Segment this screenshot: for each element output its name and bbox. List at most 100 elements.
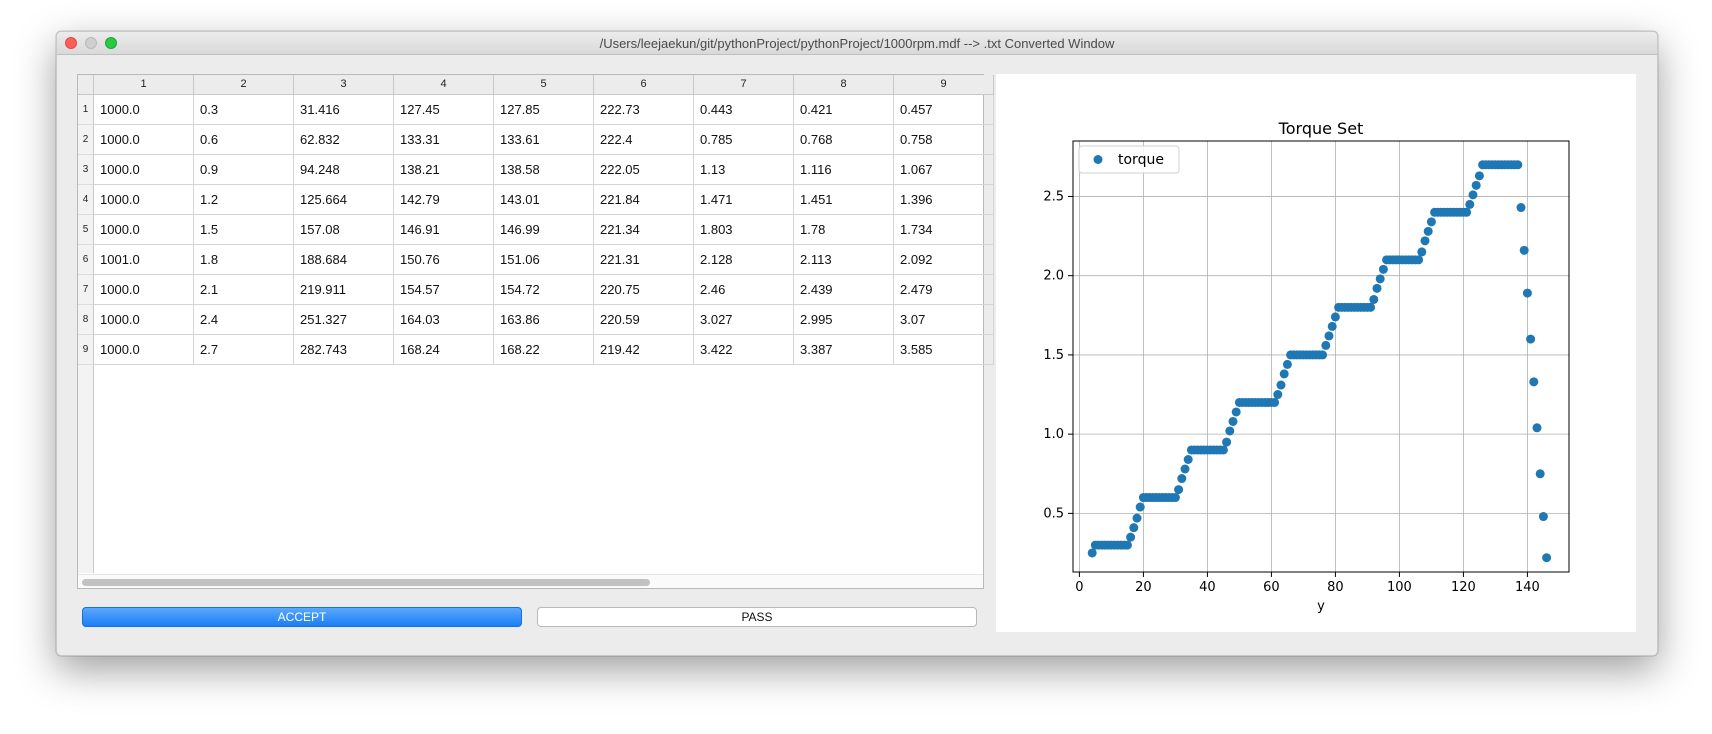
row-header-2[interactable]: 2	[78, 125, 94, 155]
table-cell[interactable]: 157.08	[294, 215, 394, 245]
table-cell[interactable]: 220.59	[594, 305, 694, 335]
row-header-7[interactable]: 7	[78, 275, 94, 305]
table-cell[interactable]: 1000.0	[94, 305, 194, 335]
table-cell[interactable]: 3.387	[794, 335, 894, 365]
table-cell[interactable]: 251.327	[294, 305, 394, 335]
table-cell[interactable]: 94.248	[294, 155, 394, 185]
column-header-9[interactable]: 9	[894, 75, 994, 95]
table-cell[interactable]: 1.13	[694, 155, 794, 185]
table-cell[interactable]: 133.31	[394, 125, 494, 155]
table-cell[interactable]: 221.31	[594, 245, 694, 275]
table-cell[interactable]: 168.24	[394, 335, 494, 365]
table-cell[interactable]: 221.84	[594, 185, 694, 215]
table-cell[interactable]: 127.85	[494, 95, 594, 125]
table-cell[interactable]: 2.113	[794, 245, 894, 275]
table-cell[interactable]: 1.2	[194, 185, 294, 215]
table-cell[interactable]: 1.734	[894, 215, 994, 245]
table-cell[interactable]: 146.91	[394, 215, 494, 245]
table-cell[interactable]: 222.4	[594, 125, 694, 155]
table-cell[interactable]: 1.78	[794, 215, 894, 245]
table-cell[interactable]: 2.479	[894, 275, 994, 305]
table-cell[interactable]: 1.116	[794, 155, 894, 185]
maximize-window-button[interactable]	[105, 37, 117, 49]
table-cell[interactable]: 1.067	[894, 155, 994, 185]
table-cell[interactable]: 151.06	[494, 245, 594, 275]
column-header-2[interactable]: 2	[194, 75, 294, 95]
table-cell[interactable]: 142.79	[394, 185, 494, 215]
table-cell[interactable]: 154.72	[494, 275, 594, 305]
table-cell[interactable]: 219.911	[294, 275, 394, 305]
table-cell[interactable]: 282.743	[294, 335, 394, 365]
table-cell[interactable]: 138.58	[494, 155, 594, 185]
table-cell[interactable]: 0.9	[194, 155, 294, 185]
row-header-6[interactable]: 6	[78, 245, 94, 275]
table-cell[interactable]: 1000.0	[94, 125, 194, 155]
table-cell[interactable]: 1001.0	[94, 245, 194, 275]
row-header-9[interactable]: 9	[78, 335, 94, 365]
table-cell[interactable]: 2.439	[794, 275, 894, 305]
table-cell[interactable]: 0.758	[894, 125, 994, 155]
table-cell[interactable]: 0.768	[794, 125, 894, 155]
title-bar[interactable]: /Users/leejaekun/git/pythonProject/pytho…	[57, 32, 1657, 55]
table-cell[interactable]: 133.61	[494, 125, 594, 155]
table-cell[interactable]: 1000.0	[94, 275, 194, 305]
table-cell[interactable]: 1.471	[694, 185, 794, 215]
column-header-3[interactable]: 3	[294, 75, 394, 95]
table-cell[interactable]: 163.86	[494, 305, 594, 335]
table-cell[interactable]: 1.8	[194, 245, 294, 275]
horizontal-scrollbar[interactable]	[78, 574, 983, 588]
table-cell[interactable]: 2.995	[794, 305, 894, 335]
column-header-8[interactable]: 8	[794, 75, 894, 95]
table-cell[interactable]: 0.3	[194, 95, 294, 125]
table-cell[interactable]: 3.585	[894, 335, 994, 365]
table-cell[interactable]: 221.34	[594, 215, 694, 245]
row-header-4[interactable]: 4	[78, 185, 94, 215]
column-header-1[interactable]: 1	[94, 75, 194, 95]
table-cell[interactable]: 0.443	[694, 95, 794, 125]
close-window-button[interactable]	[65, 37, 77, 49]
pass-button[interactable]: PASS	[537, 607, 977, 627]
table-cell[interactable]: 1.5	[194, 215, 294, 245]
table-cell[interactable]: 146.99	[494, 215, 594, 245]
column-header-4[interactable]: 4	[394, 75, 494, 95]
table-cell[interactable]: 222.05	[594, 155, 694, 185]
table-cell[interactable]: 1000.0	[94, 95, 194, 125]
table-cell[interactable]: 1000.0	[94, 155, 194, 185]
column-header-6[interactable]: 6	[594, 75, 694, 95]
table-cell[interactable]: 219.42	[594, 335, 694, 365]
table-cell[interactable]: 1.396	[894, 185, 994, 215]
table-cell[interactable]: 3.027	[694, 305, 794, 335]
table-cell[interactable]: 143.01	[494, 185, 594, 215]
row-header-8[interactable]: 8	[78, 305, 94, 335]
table-cell[interactable]: 62.832	[294, 125, 394, 155]
table-cell[interactable]: 222.73	[594, 95, 694, 125]
table-cell[interactable]: 0.6	[194, 125, 294, 155]
table-cell[interactable]: 164.03	[394, 305, 494, 335]
horizontal-scrollbar-thumb[interactable]	[82, 579, 650, 586]
table-cell[interactable]: 127.45	[394, 95, 494, 125]
table-cell[interactable]: 154.57	[394, 275, 494, 305]
table-cell[interactable]: 2.4	[194, 305, 294, 335]
table-cell[interactable]: 3.422	[694, 335, 794, 365]
table-cell[interactable]: 1000.0	[94, 215, 194, 245]
table-cell[interactable]: 168.22	[494, 335, 594, 365]
table-cell[interactable]: 1.451	[794, 185, 894, 215]
table-cell[interactable]: 2.092	[894, 245, 994, 275]
table-corner[interactable]	[78, 75, 94, 95]
row-header-3[interactable]: 3	[78, 155, 94, 185]
row-header-1[interactable]: 1	[78, 95, 94, 125]
table-cell[interactable]: 220.75	[594, 275, 694, 305]
accept-button[interactable]: ACCEPT	[82, 607, 522, 627]
table-cell[interactable]: 2.46	[694, 275, 794, 305]
table-cell[interactable]: 2.128	[694, 245, 794, 275]
table-cell[interactable]: 3.07	[894, 305, 994, 335]
table-cell[interactable]: 0.457	[894, 95, 994, 125]
row-header-5[interactable]: 5	[78, 215, 94, 245]
table-cell[interactable]: 1.803	[694, 215, 794, 245]
column-header-5[interactable]: 5	[494, 75, 594, 95]
table-cell[interactable]: 2.7	[194, 335, 294, 365]
data-table[interactable]: 1 2 3 4 5 6 7 8 9 1 1000.0 0.3 31.416 127.45 127.85 222…	[77, 74, 994, 589]
table-cell[interactable]: 138.21	[394, 155, 494, 185]
table-cell[interactable]: 0.421	[794, 95, 894, 125]
table-cell[interactable]: 2.1	[194, 275, 294, 305]
